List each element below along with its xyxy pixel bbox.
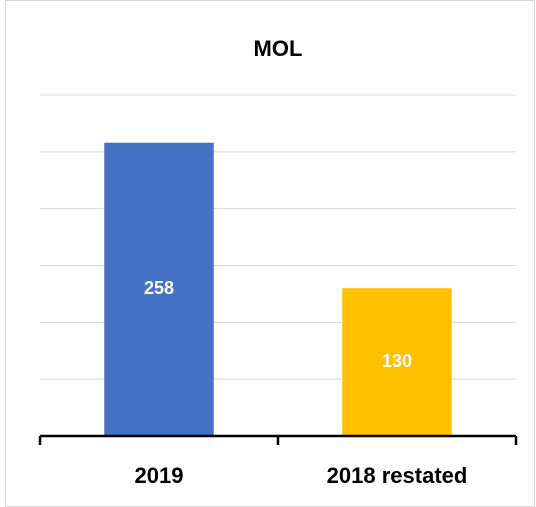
chart-title: MOL bbox=[254, 36, 303, 61]
x-tick-label: 2019 bbox=[135, 463, 184, 488]
x-tick-label: 2018 restated bbox=[327, 463, 468, 488]
chart-frame bbox=[5, 0, 535, 507]
data-label: 130 bbox=[382, 351, 412, 371]
bar bbox=[342, 288, 452, 436]
data-label: 258 bbox=[144, 278, 174, 298]
bar bbox=[104, 142, 214, 437]
